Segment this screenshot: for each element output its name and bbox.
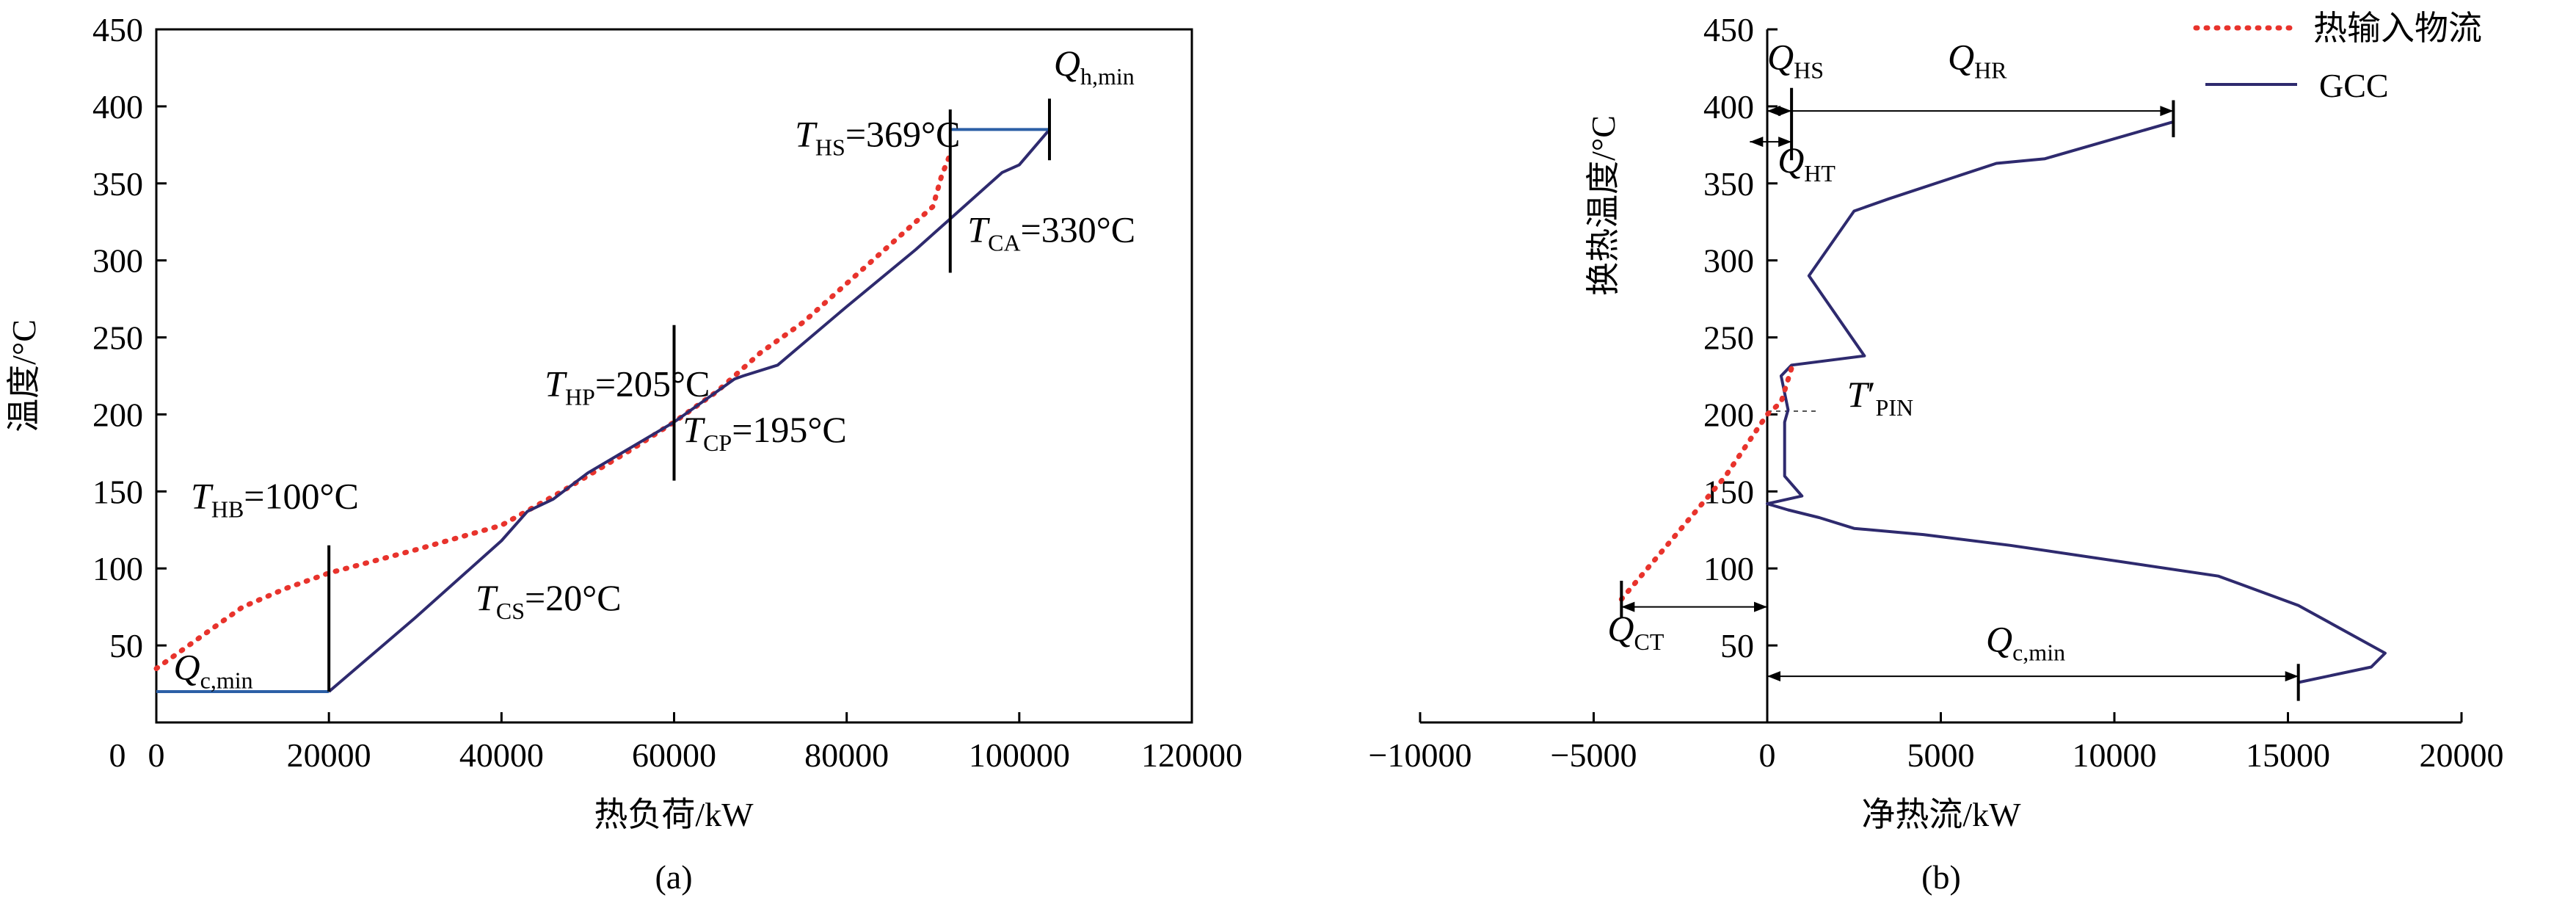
- arrow-head: [1621, 601, 1635, 612]
- arrow-head: [1778, 137, 1792, 148]
- y-tick-label: 400: [1703, 88, 1754, 126]
- x-tick-label: 10000: [2073, 736, 2157, 774]
- arrow-head: [1767, 671, 1780, 682]
- marker-group: [1620, 87, 2300, 701]
- annotation-label: Qh,min: [1054, 43, 1135, 90]
- annotation-label: QCT: [1607, 608, 1664, 655]
- annotation-label: TCP=195°C: [683, 409, 846, 456]
- y-tick-label: 50: [109, 627, 143, 664]
- arrow-head: [1750, 137, 1764, 148]
- composite-curve-panel: 0 20000 40000 60000 80000 100000 120000 50 100 15…: [5, 11, 1242, 896]
- x-tick-label: 100000: [969, 736, 1070, 774]
- y-tick-label: 450: [92, 11, 143, 48]
- annotation-label: QHT: [1778, 139, 1835, 186]
- x-tick-label: 0: [1759, 736, 1776, 774]
- annotation-label: TCA=330°C: [967, 209, 1135, 256]
- x-tick-label: −5000: [1551, 736, 1637, 774]
- annotation-label: QHR: [1948, 37, 2007, 84]
- y-axis-label: 换热温度/°C: [1584, 115, 1622, 296]
- y-axis-label: 温度/°C: [5, 319, 43, 432]
- annotation-label: QHS: [1767, 37, 1824, 84]
- annotation-group: QHS QHR QHT T′PIN QCT Qc,min: [1607, 37, 2065, 666]
- y-tick-label: 250: [92, 319, 143, 357]
- y-tick-label: 50: [1720, 627, 1754, 664]
- series-group: [153, 128, 1051, 693]
- series-line-dotted-red: [1618, 366, 1794, 602]
- y-tick-label: 300: [92, 242, 143, 280]
- y-tick-label: 150: [92, 473, 143, 510]
- y-tick-label: 200: [1703, 396, 1754, 433]
- y-tick-label: 250: [1703, 319, 1754, 357]
- y-tick-label: 150: [1703, 473, 1754, 510]
- x-tick-label: 15000: [2246, 736, 2330, 774]
- series-group: [1618, 120, 2387, 684]
- panel-label: (a): [655, 858, 692, 896]
- annotation-label: TCS=20°C: [476, 577, 622, 624]
- annotation-label: T′PIN: [1847, 374, 1913, 421]
- arrow-head: [1754, 601, 1767, 612]
- panel-label: (b): [1921, 858, 1961, 896]
- tick-group: −10000 −5000 0 5000 10000 15000 20000 50 100 150 2…: [1369, 11, 2504, 774]
- arrow-head: [1778, 106, 1792, 117]
- y-tick-label: 0: [109, 736, 126, 774]
- x-tick-label: 20000: [2420, 736, 2504, 774]
- y-tick-label: 100: [92, 550, 143, 587]
- arrow-head: [2160, 106, 2174, 117]
- x-axis-label: 净热流/kW: [1861, 796, 2021, 833]
- series-line-solid-navy: [1766, 120, 2387, 684]
- y-tick-label: 100: [1703, 550, 1754, 587]
- y-tick-label: 300: [1703, 242, 1754, 280]
- annotation-label: THB=100°C: [191, 475, 359, 522]
- annotation-label: THP=205°C: [545, 363, 710, 410]
- y-tick-label: 350: [92, 165, 143, 203]
- tick-group: 0 20000 40000 60000 80000 100000 120000 50 100 15…: [92, 11, 1242, 774]
- y-tick-label: 200: [92, 396, 143, 433]
- arrow-head: [2285, 671, 2299, 682]
- annotation-label: Qc,min: [174, 646, 253, 693]
- x-tick-label: 120000: [1141, 736, 1242, 774]
- x-tick-label: 40000: [459, 736, 544, 774]
- legend-label-hot-stream: 热输入物流: [2313, 10, 2482, 47]
- x-tick-label: 20000: [287, 736, 371, 774]
- annotation-group: Qh,min THS=369°C TCA=330°C THP=205°CTCP=195…: [174, 43, 1136, 693]
- x-tick-label: 80000: [804, 736, 889, 774]
- x-tick-label: 0: [148, 736, 165, 774]
- marker-group: [327, 98, 1051, 692]
- y-tick-label: 400: [92, 88, 143, 126]
- annotation-label: Qc,min: [1986, 619, 2065, 666]
- x-tick-label: −10000: [1369, 736, 1472, 774]
- series-line-solid-navy: [327, 128, 1051, 693]
- y-tick-label: 350: [1703, 165, 1754, 203]
- x-tick-label: 5000: [1907, 736, 1975, 774]
- y-tick-label: 450: [1703, 11, 1754, 48]
- annotation-label: THS=369°C: [795, 113, 960, 160]
- legend-label-gcc: GCC: [2319, 67, 2389, 104]
- grand-composite-curve-panel: −10000 −5000 0 5000 10000 15000 20000 50 100 150 2…: [1369, 10, 2504, 896]
- x-axis-label: 热负荷/kW: [594, 796, 754, 833]
- legend: 热输入物流 GCC: [2193, 10, 2482, 104]
- arrow-head: [1767, 106, 1780, 117]
- x-tick-label: 60000: [632, 736, 716, 774]
